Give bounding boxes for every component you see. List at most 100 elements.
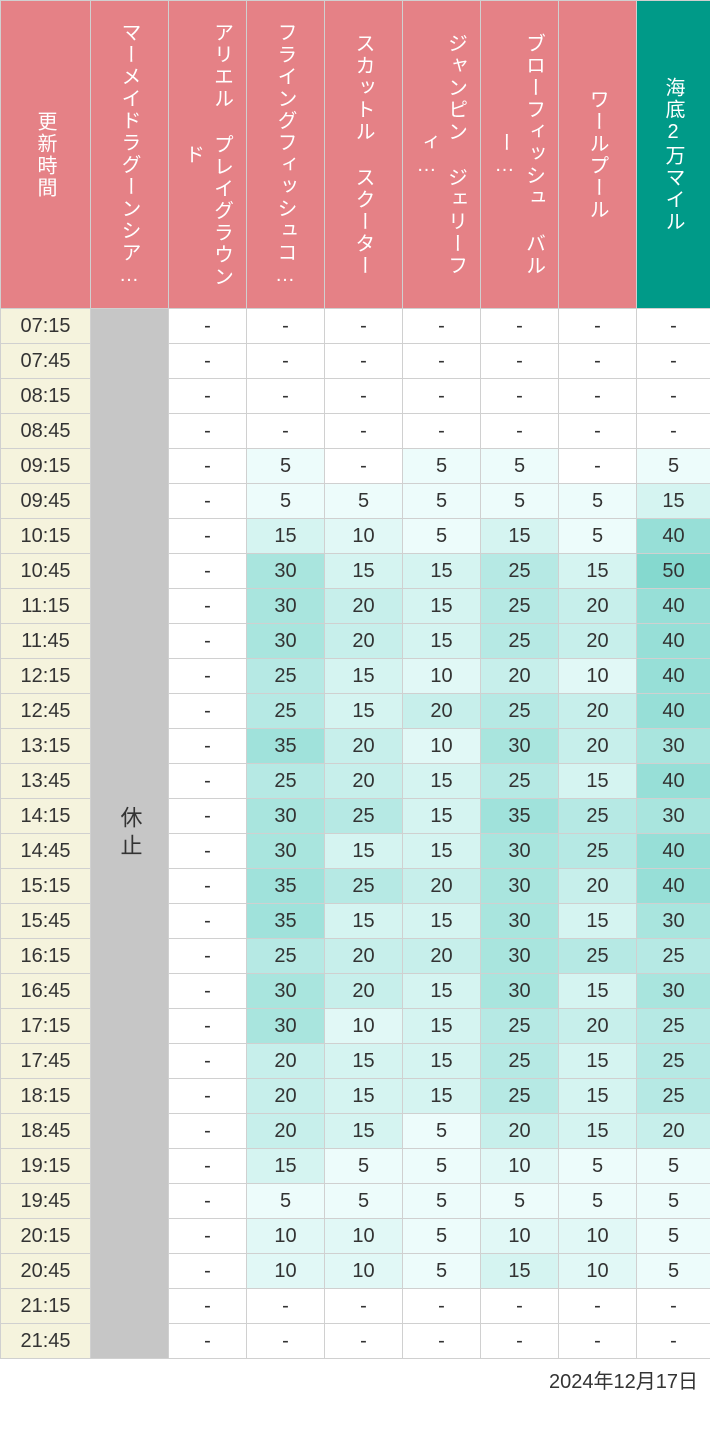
data-cell: 15	[481, 519, 559, 554]
data-cell: 40	[637, 659, 710, 694]
data-cell: 10	[403, 729, 481, 764]
data-cell: 15	[637, 484, 710, 519]
attraction-header-5: ブローフィッシュ バルー…	[481, 1, 559, 309]
data-cell: 20	[325, 764, 403, 799]
data-cell: 5	[403, 1219, 481, 1254]
data-cell: 5	[481, 449, 559, 484]
time-cell: 07:45	[1, 344, 91, 379]
data-cell: 25	[247, 764, 325, 799]
data-cell: -	[559, 309, 637, 344]
data-cell: 5	[637, 1184, 710, 1219]
data-cell: 15	[325, 1044, 403, 1079]
data-cell: 5	[559, 484, 637, 519]
data-cell: 30	[481, 904, 559, 939]
attraction-header-3: スカットル スクーター	[325, 1, 403, 309]
data-cell: 5	[637, 1149, 710, 1184]
data-cell: -	[169, 974, 247, 1009]
data-cell: -	[169, 764, 247, 799]
data-cell: 30	[481, 939, 559, 974]
data-cell: 15	[325, 554, 403, 589]
data-cell: 35	[247, 729, 325, 764]
data-cell: 25	[325, 869, 403, 904]
data-cell: 15	[403, 1044, 481, 1079]
data-cell: 15	[325, 659, 403, 694]
data-cell: -	[169, 414, 247, 449]
time-cell: 14:15	[1, 799, 91, 834]
data-cell: 10	[325, 1254, 403, 1289]
data-cell: 25	[247, 694, 325, 729]
data-cell: 15	[403, 554, 481, 589]
data-cell: -	[169, 1324, 247, 1359]
data-cell: -	[169, 1219, 247, 1254]
data-cell: 20	[481, 1114, 559, 1149]
data-cell: 10	[325, 1219, 403, 1254]
data-cell: 30	[247, 974, 325, 1009]
data-cell: -	[481, 1324, 559, 1359]
data-cell: 15	[325, 694, 403, 729]
data-cell: 25	[481, 764, 559, 799]
data-cell: 10	[559, 1254, 637, 1289]
time-cell: 11:15	[1, 589, 91, 624]
data-cell: 20	[481, 659, 559, 694]
data-cell: 25	[481, 694, 559, 729]
data-cell: 20	[325, 624, 403, 659]
data-cell: 15	[559, 904, 637, 939]
data-cell: 5	[325, 1149, 403, 1184]
data-cell: -	[559, 1289, 637, 1324]
data-cell: 25	[481, 589, 559, 624]
data-cell: 35	[481, 799, 559, 834]
data-cell: 30	[637, 904, 710, 939]
time-cell: 10:45	[1, 554, 91, 589]
data-cell: -	[481, 379, 559, 414]
data-cell: -	[247, 1289, 325, 1324]
time-cell: 12:15	[1, 659, 91, 694]
data-cell: -	[169, 1254, 247, 1289]
data-cell: 15	[559, 554, 637, 589]
data-cell: -	[481, 1289, 559, 1324]
data-cell: 10	[247, 1219, 325, 1254]
data-cell: 25	[559, 799, 637, 834]
data-cell: -	[481, 414, 559, 449]
data-cell: -	[169, 1114, 247, 1149]
data-cell: -	[169, 729, 247, 764]
data-cell: 30	[247, 554, 325, 589]
time-cell: 11:45	[1, 624, 91, 659]
data-cell: 15	[559, 1079, 637, 1114]
data-cell: -	[559, 344, 637, 379]
data-cell: -	[169, 589, 247, 624]
data-cell: 15	[403, 589, 481, 624]
data-cell: -	[403, 414, 481, 449]
closed-cell: 休止	[91, 309, 169, 1359]
time-cell: 08:45	[1, 414, 91, 449]
time-cell: 19:45	[1, 1184, 91, 1219]
data-cell: 10	[325, 519, 403, 554]
data-cell: 5	[403, 1114, 481, 1149]
data-cell: 15	[559, 1044, 637, 1079]
data-cell: -	[169, 1149, 247, 1184]
data-cell: 30	[247, 624, 325, 659]
data-cell: -	[169, 1009, 247, 1044]
data-cell: -	[169, 939, 247, 974]
data-cell: 25	[247, 659, 325, 694]
data-cell: 40	[637, 519, 710, 554]
data-cell: -	[169, 1184, 247, 1219]
data-cell: 25	[325, 799, 403, 834]
data-cell: 5	[637, 1254, 710, 1289]
time-cell: 13:15	[1, 729, 91, 764]
data-cell: -	[169, 449, 247, 484]
data-cell: 20	[559, 1009, 637, 1044]
data-cell: -	[403, 379, 481, 414]
data-cell: -	[481, 344, 559, 379]
data-cell: 5	[403, 1254, 481, 1289]
data-cell: 15	[403, 799, 481, 834]
data-cell: 15	[403, 974, 481, 1009]
time-cell: 15:45	[1, 904, 91, 939]
data-cell: 15	[403, 624, 481, 659]
data-cell: 15	[325, 1114, 403, 1149]
data-cell: 30	[481, 974, 559, 1009]
data-cell: 25	[637, 1079, 710, 1114]
data-cell: -	[169, 484, 247, 519]
data-cell: -	[247, 309, 325, 344]
data-cell: 5	[637, 449, 710, 484]
data-cell: -	[403, 1324, 481, 1359]
